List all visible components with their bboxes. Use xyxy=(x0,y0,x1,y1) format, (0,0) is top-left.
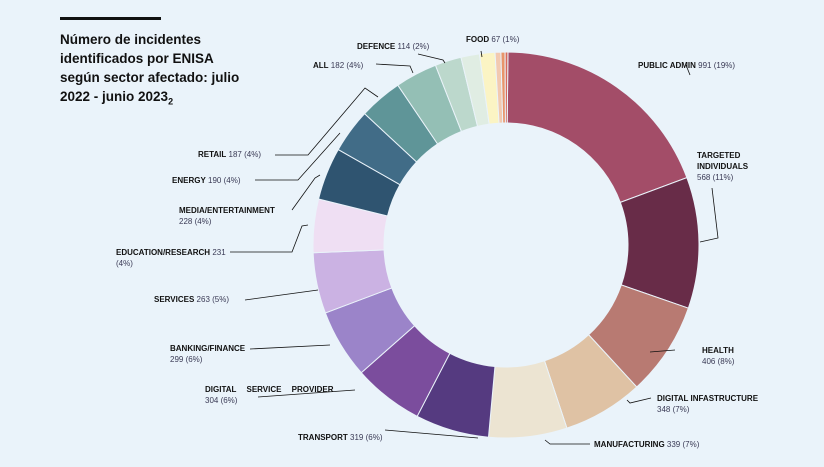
label-food: FOOD 67 (1%) xyxy=(466,35,520,44)
label-digital-service-provider: DIGITAL SERVICE PROVIDER 304 (6%) xyxy=(205,385,334,405)
label-retail: RETAIL 187 (4%) xyxy=(198,150,261,159)
leader-line xyxy=(480,50,483,58)
label-digital-infrastructure: DIGITAL INFASTRUCTURE 348 (7%) xyxy=(657,394,759,414)
leader-line xyxy=(685,64,691,76)
leader-line xyxy=(249,344,331,350)
leader-line xyxy=(255,132,341,181)
leader-line xyxy=(275,87,379,156)
leader-line xyxy=(291,174,321,211)
label-targeted-individuals: TARGETED INDIVIDUALS 568 (11%) xyxy=(697,151,749,182)
label-transport: TRANSPORT 319 (6%) xyxy=(298,433,383,442)
leader-line xyxy=(699,187,719,243)
slice-public-admin xyxy=(506,51,688,204)
label-public-admin: PUBLIC ADMIN 991 (19%) xyxy=(638,61,736,70)
leader-line xyxy=(544,439,590,445)
label-services: SERVICES 263 (5%) xyxy=(154,295,230,304)
leader-line xyxy=(626,397,652,404)
label-health: HEALTH 406 (8%) xyxy=(702,346,735,366)
label-all: ALL 182 (4%) xyxy=(313,61,364,70)
leader-lines xyxy=(230,50,719,445)
label-media-entertainment: MEDIA/ENTERTAINMENT 228 (4%) xyxy=(179,206,275,226)
label-defence: DEFENCE 114 (2%) xyxy=(357,42,430,51)
label-energy: ENERGY 190 (4%) xyxy=(172,176,241,185)
label-education-research: EDUCATION/RESEARCH 231 (4%) xyxy=(116,248,226,268)
leader-line xyxy=(244,289,319,301)
chart-title-text: Número de incidentes identificados por E… xyxy=(60,32,240,104)
label-manufacturing: MANUFACTURING 339 (7%) xyxy=(594,440,700,449)
leader-line xyxy=(230,224,309,253)
label-banking-finance: BANKING/FINANCE 299 (6%) xyxy=(170,344,246,364)
leader-line xyxy=(375,63,414,74)
footnote-ref: 2 xyxy=(168,96,174,107)
leader-line xyxy=(384,429,479,439)
slice-other-19 xyxy=(504,51,509,124)
leader-line xyxy=(257,389,356,398)
leader-line xyxy=(417,53,446,64)
leader-line xyxy=(649,349,676,353)
title-rule xyxy=(60,17,161,20)
chart-title: Número de incidentes identificados por E… xyxy=(60,30,250,112)
